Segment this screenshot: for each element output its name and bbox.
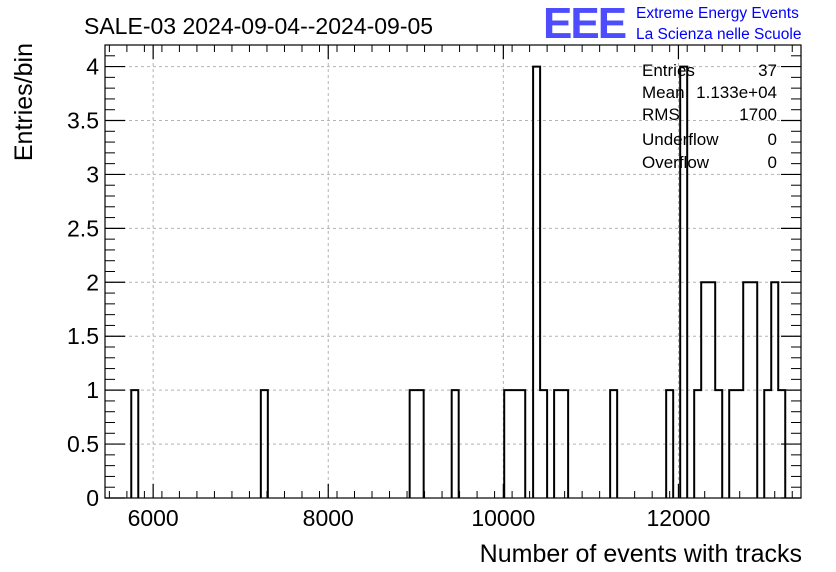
- axis-ticks: 6000 8000 10000 12000 0 0.5 1 1.5 2 2.5 3 3.5 4: [67, 45, 801, 531]
- y-tick-label: 3: [86, 161, 99, 187]
- x-axis-label: Number of events with tracks: [480, 540, 802, 568]
- y-tick-label: 1: [86, 377, 99, 403]
- stats-box: Entries 37 Mean 1.133e+04 RMS 1700 Under…: [642, 61, 777, 172]
- stats-rms-value: 1700: [739, 105, 777, 124]
- stats-mean-label: Mean: [642, 83, 685, 102]
- x-tick-label: 6000: [128, 505, 179, 531]
- y-tick-label: 4: [86, 54, 99, 80]
- stats-entries-label: Entries: [642, 61, 695, 80]
- y-tick-label: 1.5: [67, 323, 99, 349]
- y-tick-label: 2.5: [67, 215, 99, 241]
- y-tick-label: 0: [86, 485, 99, 511]
- stats-mean-value: 1.133e+04: [696, 83, 777, 102]
- x-tick-label: 12000: [646, 505, 710, 531]
- stats-overflow-value: 0: [768, 153, 777, 172]
- grid-layer: [105, 45, 801, 498]
- y-axis-label: Entries/bin: [10, 43, 38, 161]
- y-tick-label: 3.5: [67, 108, 99, 134]
- x-tick-label: 8000: [303, 505, 354, 531]
- eee-logo-letters: EEE: [543, 0, 626, 48]
- chart-title: SALE-03 2024-09-04--2024-09-05: [84, 13, 433, 39]
- stats-underflow-label: Underflow: [642, 130, 719, 149]
- plot-frame: [104, 44, 802, 499]
- stats-entries-value: 37: [758, 61, 777, 80]
- histogram-outline: [130, 65, 787, 498]
- stats-overflow-label: Overflow: [642, 153, 710, 172]
- y-tick-label: 2: [86, 269, 99, 295]
- stats-rms-label: RMS: [642, 105, 680, 124]
- eee-logo-line1: Extreme Energy Events: [636, 5, 799, 22]
- histogram-bars: [130, 65, 787, 498]
- x-tick-label: 10000: [471, 505, 535, 531]
- eee-logo-line2: La Scienza nelle Scuole: [636, 26, 801, 43]
- y-tick-label: 0.5: [67, 431, 99, 457]
- eee-logo: EEE Extreme Energy Events La Scienza nel…: [543, 0, 801, 48]
- stats-underflow-value: 0: [768, 130, 777, 149]
